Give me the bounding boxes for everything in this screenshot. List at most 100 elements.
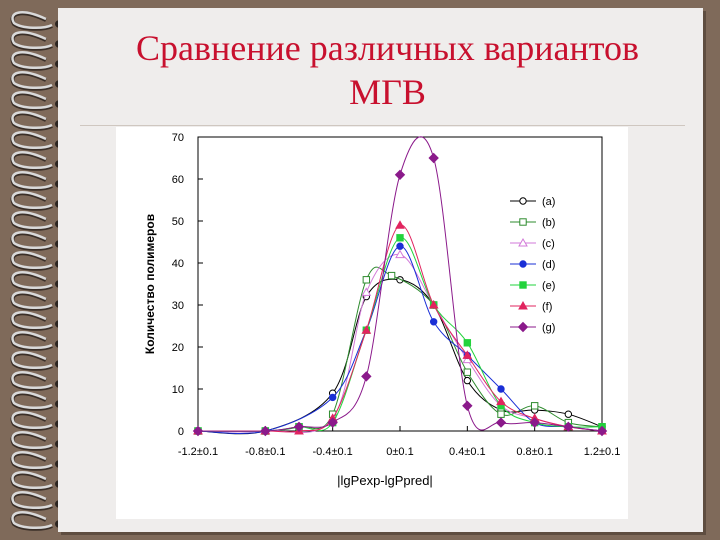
- y-axis-label: Количество полимеров: [143, 214, 157, 354]
- data-point: [192, 425, 204, 437]
- spiral-ring-metal: [11, 271, 53, 289]
- data-point: [564, 410, 573, 418]
- series-1: [194, 266, 606, 435]
- data-point: [428, 152, 439, 164]
- data-point: [495, 417, 507, 428]
- x-tick-label: 0.8±0.1: [516, 446, 553, 458]
- spiral-ring-metal: [11, 391, 53, 409]
- data-point: [395, 249, 405, 259]
- y-tick-label: 40: [172, 258, 184, 270]
- spiral-ring-metal: [11, 351, 53, 369]
- spiral-binding: [10, 11, 65, 531]
- legend-marker: [517, 321, 529, 333]
- spiral-ring-metal: [11, 91, 53, 109]
- y-tick-label: 30: [172, 300, 184, 312]
- data-point: [563, 421, 574, 433]
- data-point: [496, 396, 506, 406]
- y-tick-label: 20: [172, 342, 184, 354]
- x-tick-label: 0±0.1: [386, 446, 413, 458]
- data-point: [463, 368, 472, 376]
- data-point: [260, 425, 271, 437]
- slide-title: Сравнение различных вариантов МГВ: [75, 26, 700, 114]
- spiral-ring-metal: [11, 251, 53, 269]
- spiral-ring-metal: [11, 31, 53, 49]
- legend-label: (d): [542, 259, 555, 271]
- spiral-ring-metal: [11, 311, 53, 329]
- spiral-ring-metal: [11, 511, 53, 529]
- x-tick-label: 1.2±0.1: [584, 446, 621, 458]
- y-tick-label: 60: [172, 174, 184, 186]
- data-point: [396, 234, 404, 242]
- spiral-ring-metal: [11, 451, 53, 469]
- legend-item: (d): [510, 259, 555, 271]
- data-point: [362, 276, 371, 284]
- y-tick-label: 10: [172, 384, 184, 396]
- data-point: [463, 339, 472, 347]
- legend-item: (b): [510, 217, 555, 229]
- legend-label: (e): [542, 280, 555, 292]
- data-point: [387, 271, 396, 280]
- data-point: [596, 425, 608, 437]
- legend: (a) (b) (c) (d) (e) (f) (g): [510, 196, 555, 334]
- spiral-ring-metal: [11, 291, 53, 309]
- legend-item: (a): [510, 196, 555, 208]
- spiral-ring-metal: [11, 411, 53, 429]
- legend-marker: [519, 260, 527, 268]
- spiral-ring-metal: [11, 151, 53, 169]
- spiral-ring-metal: [11, 491, 53, 509]
- series-line: [197, 245, 603, 434]
- data-point: [394, 169, 406, 181]
- spiral-ring-metal: [11, 431, 53, 449]
- data-point: [429, 318, 438, 326]
- spiral-ring-metal: [11, 131, 53, 149]
- spiral-ring-metal: [11, 71, 53, 89]
- legend-marker: [518, 237, 528, 247]
- data-point: [396, 242, 404, 250]
- spiral-ring-metal: [11, 11, 53, 29]
- spiral-ring-metal: [11, 231, 53, 249]
- chart-panel: 0 10 20 30 40 50 60 70 -1.2±0.1 -0.8±0.1 -0.4±0.1 0…: [116, 127, 628, 519]
- series-6: [192, 136, 608, 437]
- data-point: [395, 220, 405, 229]
- spiral-ring-metal: [11, 471, 53, 489]
- spiral-ring-metal: [11, 111, 53, 129]
- x-axis-label: |lgPexp-lgPpred|: [337, 473, 433, 488]
- spiral-ring-metal: [11, 171, 53, 189]
- data-point: [361, 325, 372, 334]
- line-chart: 0 10 20 30 40 50 60 70 -1.2±0.1 -0.8±0.1 -0.4±0.1 0…: [143, 132, 621, 488]
- x-tick-label: 0.4±0.1: [449, 446, 486, 458]
- data-point: [529, 417, 540, 428]
- x-tick-label: -0.4±0.1: [313, 446, 353, 458]
- title-line-2: МГВ: [349, 72, 426, 112]
- spiral-ring-metal: [11, 211, 53, 229]
- data-point: [328, 393, 337, 402]
- data-point: [497, 410, 505, 418]
- x-tick-label: -1.2±0.1: [178, 446, 218, 458]
- data-point: [530, 402, 539, 410]
- legend-label: (g): [542, 322, 555, 334]
- data-point: [462, 400, 473, 412]
- legend-item: (g): [510, 321, 555, 334]
- data-point: [327, 417, 338, 428]
- spiral-ring-metal: [11, 331, 53, 349]
- y-tick-label: 50: [172, 216, 184, 228]
- spiral-ring-metal: [11, 51, 53, 69]
- title-line-1: Сравнение различных вариантов: [136, 28, 639, 68]
- data-point: [428, 299, 439, 309]
- title-divider: [80, 125, 685, 126]
- series-3: [194, 242, 606, 435]
- spiral-ring-metal: [11, 191, 53, 209]
- data-point: [293, 421, 305, 433]
- data-point: [361, 287, 372, 296]
- y-tick-label: 70: [172, 132, 184, 144]
- y-tick-label: 0: [178, 426, 184, 438]
- series-group: [192, 136, 608, 437]
- data-point: [463, 376, 472, 385]
- legend-label: (a): [542, 196, 555, 208]
- legend-marker: [519, 218, 527, 226]
- legend-marker: [518, 300, 528, 310]
- legend-marker: [519, 281, 527, 289]
- legend-marker: [519, 197, 527, 205]
- data-point: [497, 385, 505, 393]
- legend-item: (e): [510, 280, 555, 292]
